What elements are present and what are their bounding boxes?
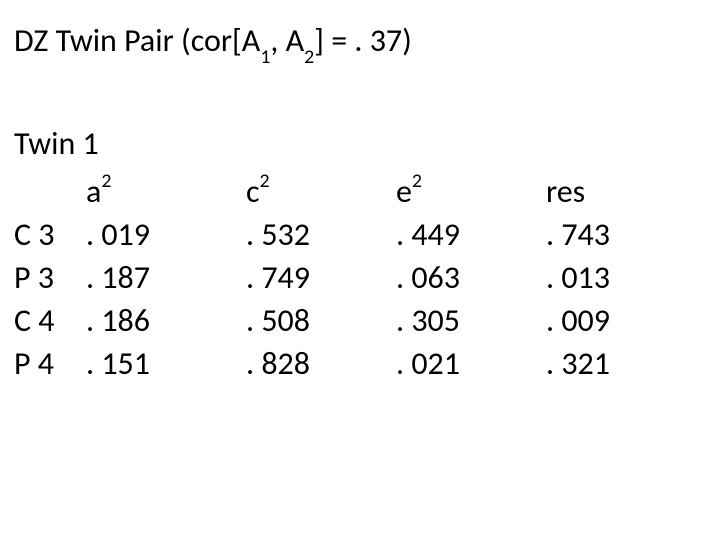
cell-a2: . 187 bbox=[86, 256, 246, 299]
cell-e2: . 305 bbox=[396, 299, 546, 342]
cell-a2: . 019 bbox=[86, 213, 246, 256]
cell-e2: . 449 bbox=[396, 213, 546, 256]
header-e2: e2 bbox=[396, 170, 546, 213]
cell-c2: . 828 bbox=[246, 342, 396, 385]
header-c2-sup: 2 bbox=[260, 169, 270, 193]
header-e2-sup: 2 bbox=[412, 169, 422, 193]
title-prefix: DZ Twin Pair (cor[A bbox=[14, 21, 260, 60]
header-c2: c2 bbox=[246, 170, 396, 213]
cell-c2: . 532 bbox=[246, 213, 396, 256]
table-row: C 4 . 186 . 508 . 305 . 009 bbox=[14, 299, 656, 342]
cell-res: . 009 bbox=[546, 299, 656, 342]
header-c2-base: c bbox=[246, 172, 260, 211]
row-label: P 4 bbox=[14, 342, 86, 385]
title-mid: , A bbox=[270, 21, 304, 60]
table-row: P 3 . 187 . 749 . 063 . 013 bbox=[14, 256, 656, 299]
header-a2: a2 bbox=[86, 170, 246, 213]
cell-res: . 321 bbox=[546, 342, 656, 385]
cell-res: . 013 bbox=[546, 256, 656, 299]
title-subscript-1: 1 bbox=[260, 45, 270, 69]
header-a2-sup: 2 bbox=[101, 169, 111, 193]
cell-e2: . 063 bbox=[396, 256, 546, 299]
cell-res: . 743 bbox=[546, 213, 656, 256]
header-res-base: res bbox=[546, 172, 585, 211]
page-title: DZ Twin Pair (cor[A1, A2] = . 37) bbox=[14, 22, 706, 65]
subtitle: Twin 1 bbox=[14, 125, 706, 163]
title-subscript-2: 2 bbox=[304, 45, 314, 69]
header-res: res bbox=[546, 170, 656, 213]
header-a2-base: a bbox=[86, 172, 101, 211]
table-header-row: a2 c2 e2 res bbox=[14, 170, 656, 213]
title-suffix: ] = . 37) bbox=[314, 21, 412, 60]
cell-c2: . 508 bbox=[246, 299, 396, 342]
cell-a2: . 151 bbox=[86, 342, 246, 385]
variance-table: a2 c2 e2 res C 3 . 019 . 532 . 449 . 743… bbox=[14, 170, 656, 385]
cell-a2: . 186 bbox=[86, 299, 246, 342]
cell-c2: . 749 bbox=[246, 256, 396, 299]
row-label: C 3 bbox=[14, 213, 86, 256]
page-root: DZ Twin Pair (cor[A1, A2] = . 37) Twin 1… bbox=[0, 0, 720, 385]
table-row: C 3 . 019 . 532 . 449 . 743 bbox=[14, 213, 656, 256]
row-label: C 4 bbox=[14, 299, 86, 342]
row-label: P 3 bbox=[14, 256, 86, 299]
header-blank bbox=[14, 170, 86, 213]
cell-e2: . 021 bbox=[396, 342, 546, 385]
table-row: P 4 . 151 . 828 . 021 . 321 bbox=[14, 342, 656, 385]
header-e2-base: e bbox=[396, 172, 412, 211]
